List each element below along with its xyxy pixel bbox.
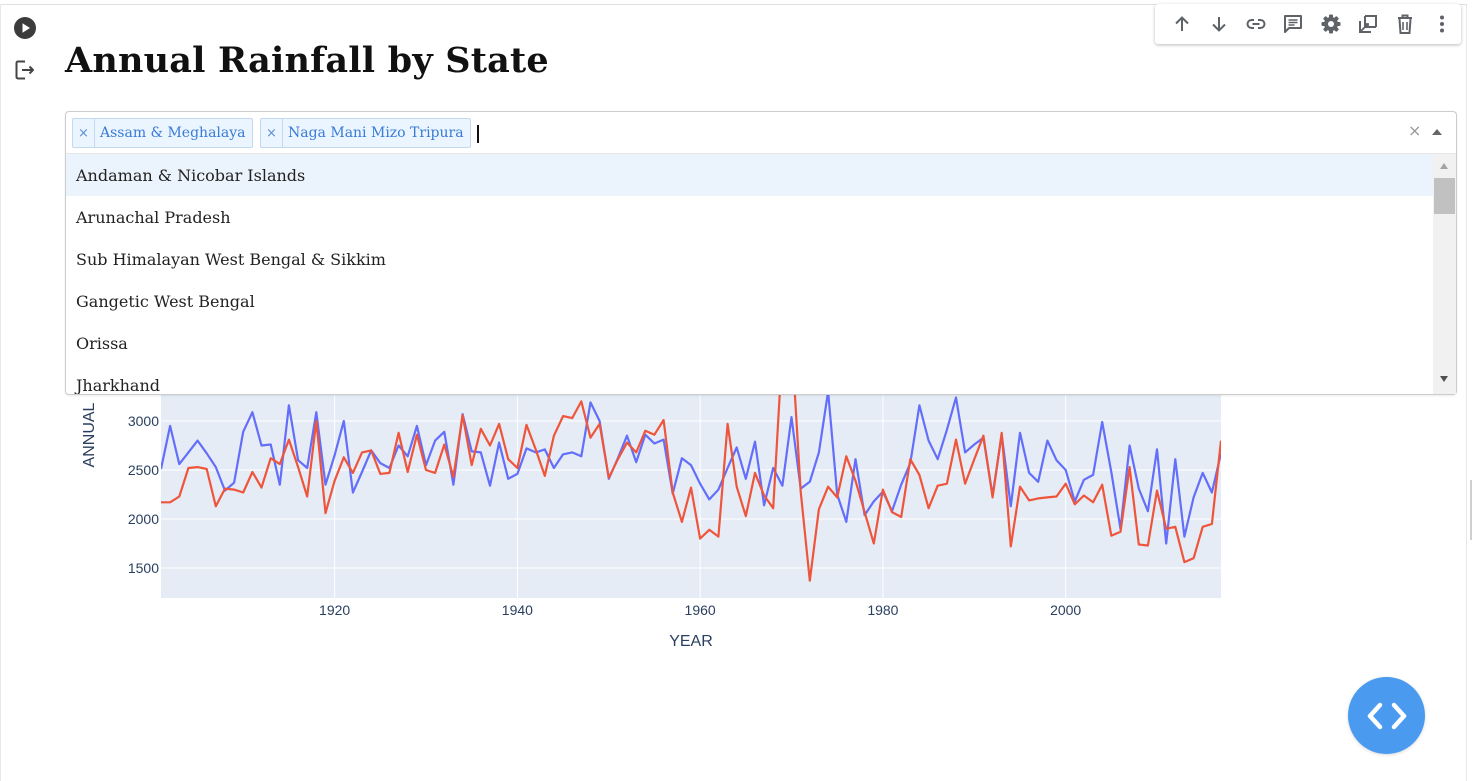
output-icon	[15, 60, 34, 80]
selected-chip: × Naga Mani Mizo Tripura	[260, 118, 471, 148]
option-item[interactable]: Sub Himalayan West Bengal & Sikkim	[76, 249, 386, 269]
notebook-cell	[0, 4, 1467, 781]
options-menu: Andaman & Nicobar Islands Arunachal Prad…	[66, 154, 1433, 394]
y-tick-label: 3000	[128, 413, 159, 429]
remove-chip-button[interactable]: ×	[261, 119, 283, 147]
code-fab-button[interactable]	[1348, 677, 1425, 754]
output-actions-button[interactable]	[12, 57, 38, 83]
options-scrollbar[interactable]	[1433, 154, 1456, 394]
resize-edge	[1470, 480, 1472, 540]
page-title: Annual Rainfall by State	[65, 40, 549, 81]
scroll-thumb[interactable]	[1434, 178, 1455, 214]
option-item[interactable]: Jharkhand	[76, 375, 160, 395]
y-tick-label: 2500	[128, 462, 159, 478]
more-actions-button[interactable]	[1424, 4, 1461, 44]
option-item[interactable]: Andaman & Nicobar Islands	[66, 154, 1433, 196]
x-tick-label: 1920	[319, 602, 350, 618]
move-up-button[interactable]	[1163, 4, 1200, 44]
trash-icon	[1398, 14, 1413, 34]
scroll-down-arrow-icon[interactable]	[1440, 376, 1448, 382]
gear-icon	[1321, 14, 1341, 34]
clear-all-button[interactable]: ×	[1408, 121, 1422, 140]
text-caret	[477, 125, 479, 143]
series-line-2	[161, 380, 1221, 582]
play-icon	[14, 17, 36, 39]
run-cell-button[interactable]	[12, 15, 38, 41]
mirror-cell-button[interactable]	[1349, 4, 1386, 44]
cell-settings-button[interactable]	[1312, 4, 1349, 44]
arrow-down-icon	[1212, 17, 1226, 32]
cell-toolbar	[1155, 4, 1461, 44]
remove-chip-button[interactable]: ×	[73, 119, 95, 147]
y-tick-label: 1500	[128, 560, 159, 576]
scroll-up-arrow-icon[interactable]	[1440, 163, 1448, 169]
chart-svg: 1500 2000 2500 3000 1920 1940 1960 1980 2000 YEAR…	[81, 380, 1221, 650]
option-item[interactable]: Orissa	[76, 333, 128, 353]
option-item[interactable]: Gangetic West Bengal	[76, 291, 255, 311]
copy-link-button[interactable]	[1238, 4, 1275, 44]
code-brackets-icon	[1367, 702, 1406, 729]
arrow-up-icon	[1174, 16, 1189, 31]
series-line-1	[161, 390, 1221, 545]
state-multiselect: × Assam & Meghalaya × Naga Mani Mizo Tri…	[65, 111, 1457, 395]
chip-label: Assam & Meghalaya	[100, 125, 246, 141]
collapse-arrow-icon[interactable]	[1432, 129, 1442, 135]
add-comment-button[interactable]	[1275, 4, 1312, 44]
y-tick-label: 2000	[128, 511, 159, 527]
selected-chip: × Assam & Meghalaya	[72, 118, 253, 148]
x-axis-label: YEAR	[669, 633, 713, 650]
rainfall-line-chart: 1500 2000 2500 3000 1920 1940 1960 1980 2000 YEAR…	[0, 380, 1240, 670]
multiselect-control[interactable]: × Assam & Meghalaya × Naga Mani Mizo Tri…	[66, 112, 1456, 154]
move-down-button[interactable]	[1200, 4, 1237, 44]
more-vert-icon	[1440, 15, 1445, 33]
x-tick-label: 2000	[1050, 602, 1081, 618]
chip-label: Naga Mani Mizo Tripura	[288, 125, 464, 141]
option-item[interactable]: Arunachal Pradesh	[76, 207, 231, 227]
comment-icon	[1284, 15, 1303, 33]
x-tick-label: 1980	[867, 602, 898, 618]
y-axis-label: ANNUAL	[81, 402, 98, 467]
x-tick-label: 1960	[685, 602, 716, 618]
x-tick-label: 1940	[502, 602, 533, 618]
delete-cell-button[interactable]	[1387, 4, 1424, 44]
open-in-tab-icon	[1358, 15, 1377, 33]
link-icon	[1246, 19, 1266, 29]
